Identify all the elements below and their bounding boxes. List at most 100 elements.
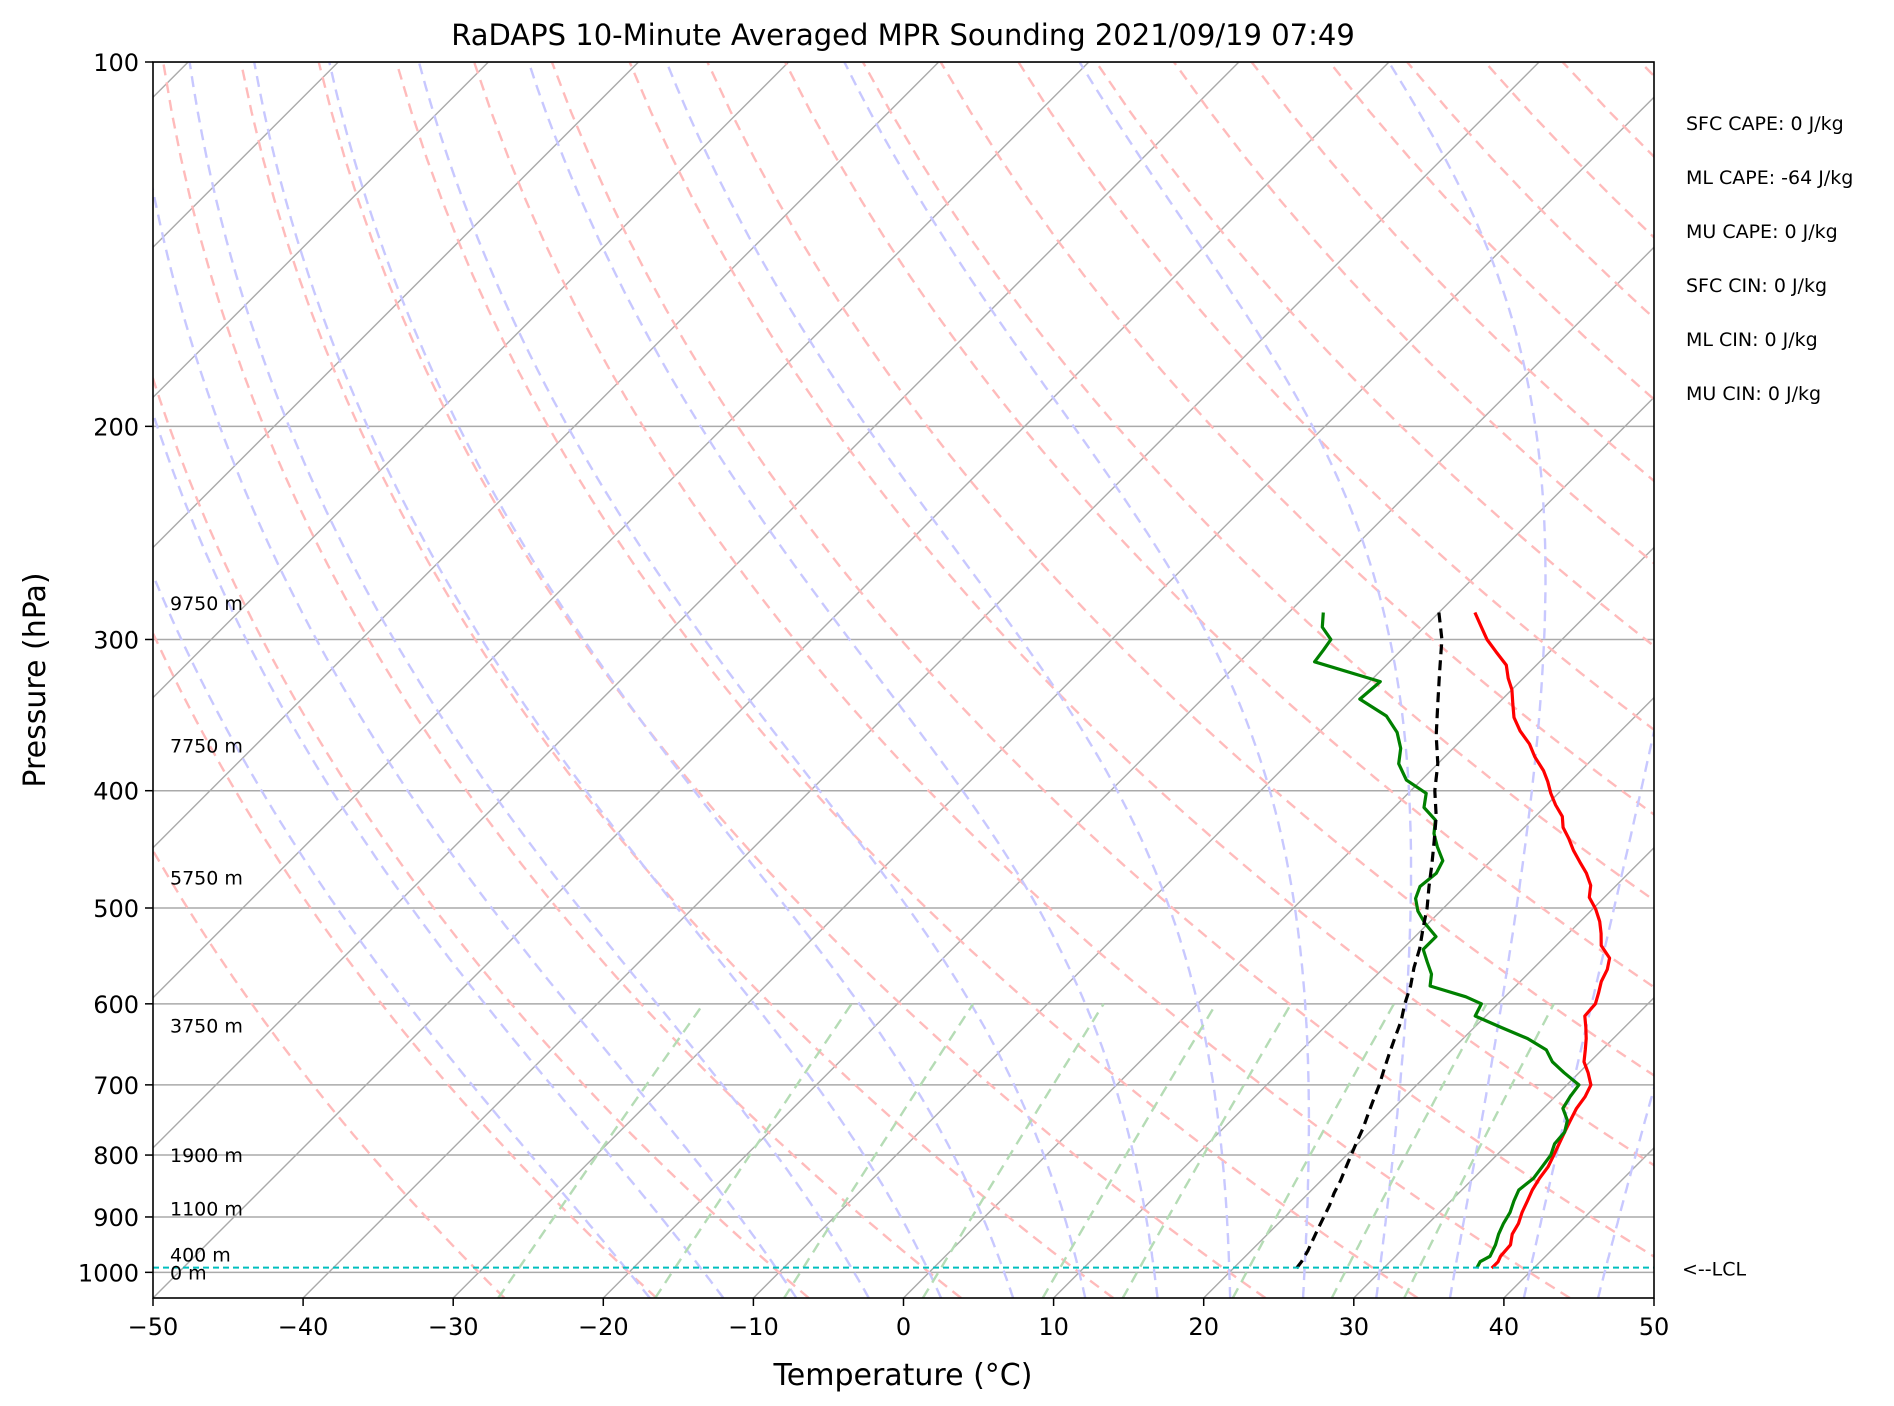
temperature-profile-line <box>1473 611 1612 1270</box>
dry-adiabat-line <box>1328 62 1654 401</box>
isotherm-line <box>153 62 1090 999</box>
isotherm-line <box>153 62 1390 1298</box>
isotherm-line <box>1203 846 1654 1298</box>
y-tick-label: 800 <box>93 1142 139 1170</box>
dry-adiabat-line <box>1561 62 1654 159</box>
x-tick-label: −10 <box>728 1313 779 1341</box>
y-tick-label: 1000 <box>78 1259 139 1287</box>
moist-adiabat-line <box>253 62 943 1298</box>
mixing-ratio-line <box>1121 1003 1293 1298</box>
height-labels: 9750 m 7750 m 5750 m 3750 m 1900 m 1100 m 400 … <box>170 593 243 1284</box>
dry-adiabat-line <box>472 62 1571 1298</box>
isotherm-line <box>1503 1146 1654 1298</box>
x-tick-label: 0 <box>896 1313 911 1341</box>
dry-adiabat-line <box>1718 62 1894 1298</box>
isotherm-line <box>1653 1297 1654 1298</box>
dry-adiabat-line <box>706 62 1654 1077</box>
stability-index-label: SFC CAPE: 0 J/kg <box>1686 113 1844 135</box>
stability-index-label: ML CIN: 0 J/kg <box>1686 329 1818 351</box>
height-label: 400 m <box>170 1245 231 1267</box>
moist-adiabat-line <box>665 62 1232 1298</box>
x-tick-label: −40 <box>278 1313 329 1341</box>
isotherm-line <box>302 62 1540 1298</box>
x-tick-label: 30 <box>1339 1313 1370 1341</box>
moist-adiabat-line <box>1522 725 1654 1298</box>
dry-adiabat-line <box>1484 62 1654 240</box>
height-label: 0 m <box>170 1262 207 1284</box>
moist-adiabat-line <box>153 184 798 1298</box>
dry-adiabat-line <box>153 630 658 1298</box>
x-axis-label: Temperature (°C) <box>773 1358 1033 1393</box>
moist-adiabat-line <box>843 62 1311 1298</box>
y-axis-label: Pressure (hPa) <box>18 572 53 787</box>
y-axis-ticks: 100 200 300 400 500 600 700 800 900 1000 <box>78 49 153 1287</box>
y-tick-label: 700 <box>93 1072 139 1100</box>
dry-adiabat-line <box>1095 62 1654 648</box>
x-tick-label: 50 <box>1639 1313 1670 1341</box>
dry-adiabat-line <box>239 62 1115 1298</box>
dry-adiabat-line <box>1017 62 1654 732</box>
stability-index-label: MU CAPE: 0 J/kg <box>1686 221 1838 243</box>
dewpoint-profile-line <box>1313 612 1581 1269</box>
dry-adiabat-line <box>861 62 1654 902</box>
isotherm-line <box>452 96 1654 1298</box>
lcl-marker: <--LCL <box>1682 1259 1746 1281</box>
dry-adiabat-line <box>550 62 1654 1258</box>
y-tick-label: 300 <box>93 626 139 654</box>
mixing-ratio-line <box>921 1003 1105 1298</box>
x-tick-label: 10 <box>1038 1313 1069 1341</box>
y-tick-label: 100 <box>93 49 139 77</box>
mixing-ratio-line <box>1403 1003 1555 1298</box>
stability-index-label: SFC CIN: 0 J/kg <box>1686 275 1827 297</box>
isotherm-line <box>153 62 639 549</box>
x-axis-ticks: −50 −40 −30 −20 −10 0 10 20 30 40 50 <box>128 1298 1670 1341</box>
moist-adiabat-line <box>328 62 1015 1298</box>
mixing-ratio-line <box>1231 1003 1396 1298</box>
dry-adiabat-line <box>162 62 962 1298</box>
moist-adiabat-line <box>1596 1083 1654 1298</box>
y-tick-label: 900 <box>93 1204 139 1232</box>
sounding-profiles <box>153 611 1654 1270</box>
mixing-ratio-line <box>783 1003 975 1298</box>
x-tick-label: −20 <box>578 1313 629 1341</box>
stability-index-label: ML CAPE: -64 J/kg <box>1686 167 1853 189</box>
x-tick-label: 40 <box>1489 1313 1520 1341</box>
moist-adiabat-line <box>153 572 651 1298</box>
height-label: 3750 m <box>170 1015 243 1037</box>
dry-adiabat-line <box>939 62 1654 816</box>
stability-indices: SFC CAPE: 0 J/kg ML CAPE: -64 J/kg MU CAPE… <box>1686 113 1853 405</box>
moist-adiabat-line <box>527 62 1159 1298</box>
isotherm-line <box>1353 996 1654 1298</box>
dry-adiabat-line <box>628 62 1654 1167</box>
moist-adiabat-line <box>417 62 1087 1298</box>
moist-adiabat-line <box>1078 62 1413 1298</box>
height-label: 5750 m <box>170 868 243 890</box>
height-label: 1900 m <box>170 1145 243 1167</box>
y-tick-label: 500 <box>93 895 139 923</box>
height-label: 1100 m <box>170 1199 243 1221</box>
y-tick-label: 200 <box>93 413 139 441</box>
chart-title: RaDAPS 10-Minute Averaged MPR Sounding 2… <box>451 18 1355 52</box>
dry-adiabat-line <box>395 62 1419 1298</box>
isotherm-line <box>1053 696 1654 1298</box>
height-label: 9750 m <box>170 593 243 615</box>
height-label: 7750 m <box>170 735 243 757</box>
x-tick-label: −50 <box>128 1313 179 1341</box>
y-tick-label: 600 <box>93 991 139 1019</box>
isotherm-line <box>602 246 1654 1298</box>
moist-adiabat-line <box>188 62 870 1298</box>
lcl-label: <--LCL <box>1682 1259 1746 1281</box>
dry-adiabat-line <box>153 374 810 1298</box>
moist-adiabat-line <box>153 409 725 1298</box>
isotherm-line <box>153 62 790 699</box>
background-lines <box>153 62 1894 1298</box>
dry-adiabat-line <box>784 62 1654 989</box>
mixing-ratio-line <box>654 1003 853 1298</box>
isotherm-line <box>153 62 940 849</box>
isotherm-line <box>153 62 1240 1149</box>
dry-adiabat-line <box>1172 62 1654 565</box>
isotherm-line <box>153 62 489 399</box>
stability-index-label: MU CIN: 0 J/kg <box>1686 383 1821 405</box>
x-tick-label: −30 <box>428 1313 479 1341</box>
